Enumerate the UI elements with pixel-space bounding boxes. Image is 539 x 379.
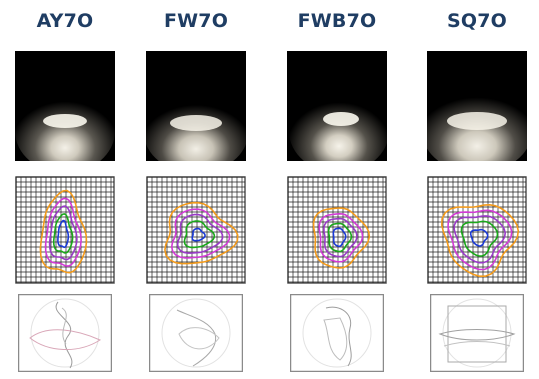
contour-line [332, 227, 347, 248]
contour-line [318, 212, 364, 263]
product-title: FWB7O [297, 10, 377, 32]
polar-diagram [290, 294, 384, 372]
contour-line [327, 222, 353, 253]
polar-diagram [430, 294, 524, 372]
contour-line [57, 219, 70, 249]
isolux-plot [287, 175, 387, 285]
polar-diagram [18, 294, 112, 372]
contour-line [176, 213, 224, 254]
contour-line [191, 227, 206, 242]
isolux-plot [15, 175, 115, 285]
isolux-plot [146, 175, 246, 285]
contour-line [164, 201, 239, 265]
contour-line [469, 228, 489, 247]
contour-line [183, 220, 216, 249]
contour-line [52, 213, 74, 254]
contour-line [323, 217, 358, 258]
contour-line [48, 205, 78, 261]
product-title: FW7O [163, 10, 229, 32]
contour-line [460, 220, 499, 257]
product-title: SQ7O [446, 10, 507, 32]
product-title: AY7O [36, 10, 94, 32]
beam-photo [427, 51, 527, 161]
contour-line [44, 197, 82, 267]
beam-photo [287, 51, 387, 161]
contour-line [39, 189, 88, 274]
contour-line [170, 208, 231, 259]
contour-line [447, 209, 513, 271]
contour-line [453, 215, 507, 264]
plot-frame [287, 176, 387, 284]
isolux-plot [427, 175, 527, 285]
beam-photo [146, 51, 246, 161]
contour-line [440, 203, 520, 277]
polar-diagram [149, 294, 243, 372]
plot-frame [146, 176, 246, 284]
beam-photo [15, 51, 115, 161]
contour-line [312, 207, 371, 269]
